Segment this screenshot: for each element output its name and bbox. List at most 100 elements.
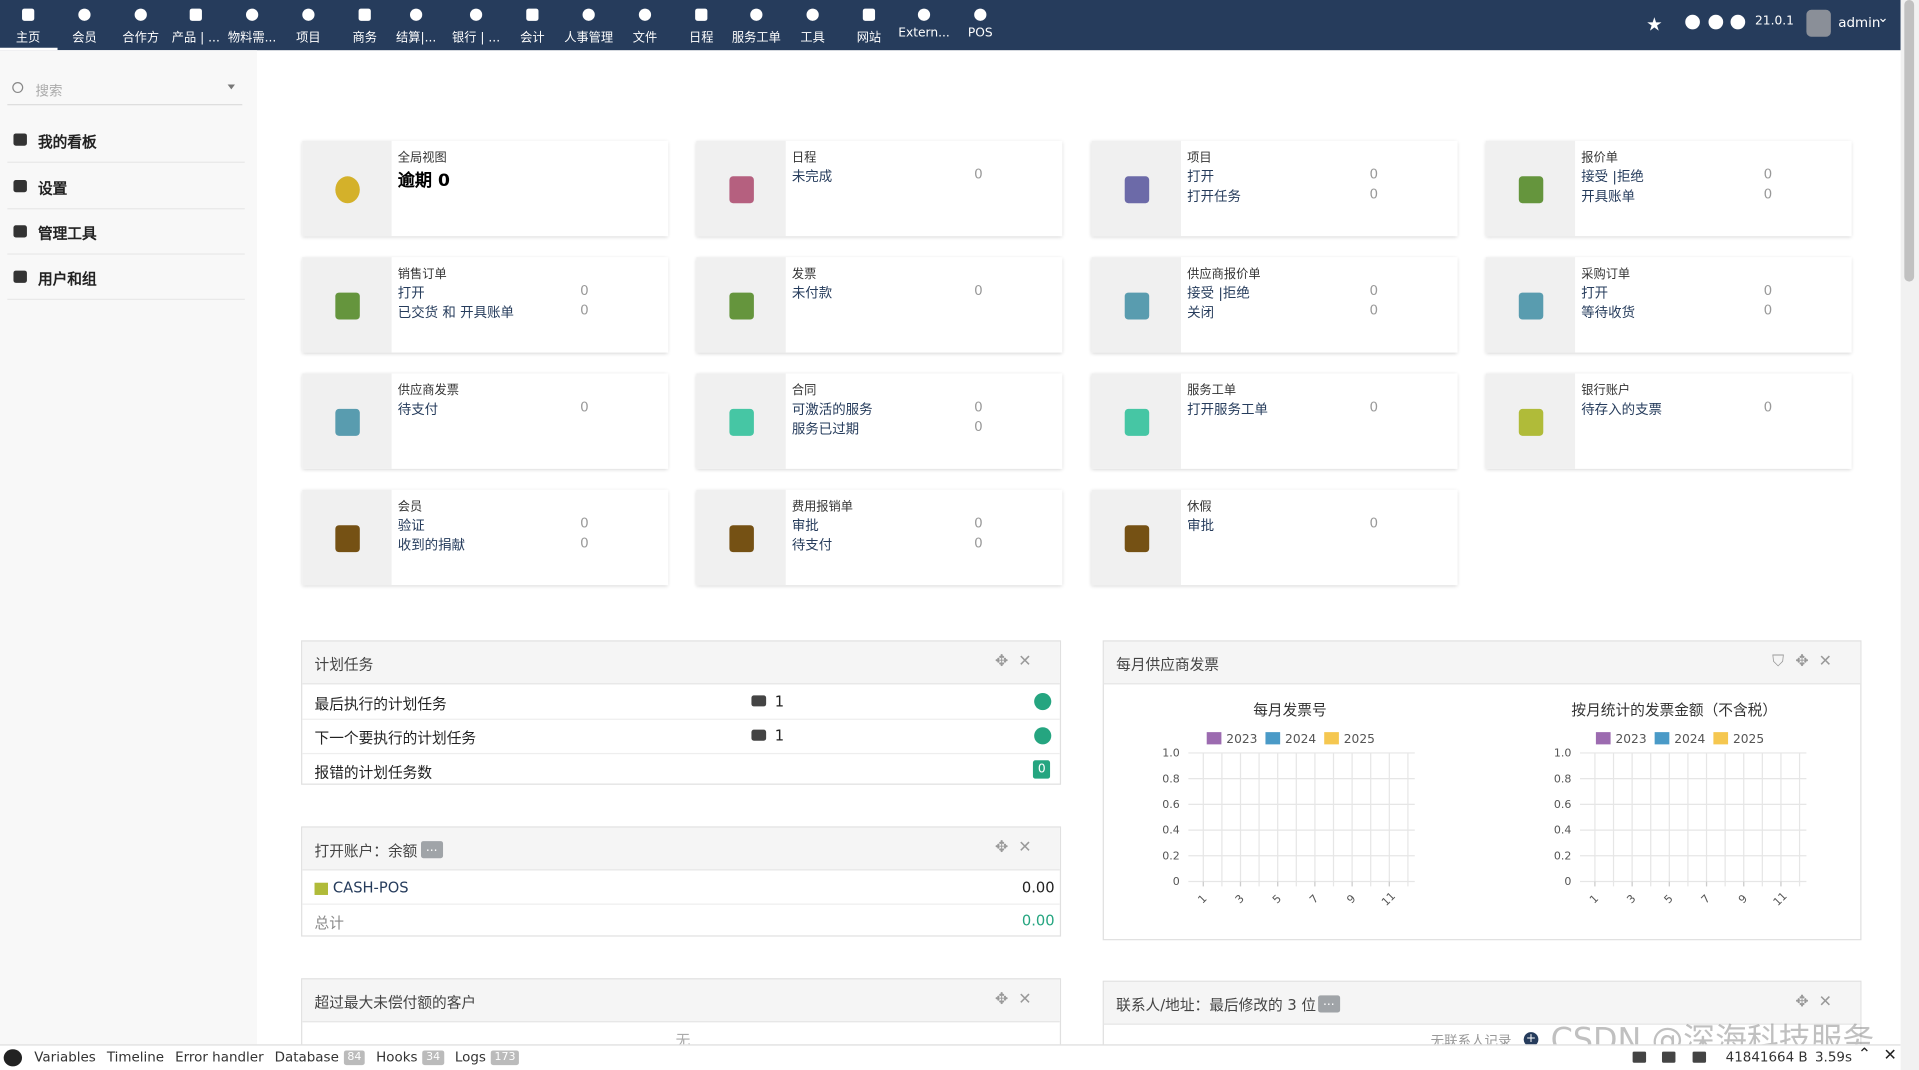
legend-label: 2023 — [1226, 732, 1257, 746]
widget-icon[interactable]: ✥ — [1795, 652, 1809, 671]
avatar — [1806, 9, 1831, 37]
stat-box[interactable]: 项目 打开 0 打开任务 0 — [1091, 140, 1458, 237]
box-line-label[interactable]: 打开 — [1187, 168, 1215, 185]
stat-box[interactable]: 发票 未付款 0 — [696, 257, 1063, 353]
widget-icon[interactable]: ✥ — [994, 990, 1009, 1009]
box-line-label[interactable]: 未付款 — [791, 285, 833, 302]
stat-box[interactable]: 银行账户 待存入的支票 0 — [1485, 373, 1852, 469]
box-line-label[interactable]: 待支付 — [791, 537, 833, 554]
widget-icon[interactable]: ✕ — [1018, 652, 1032, 671]
star-icon[interactable]: ★ — [1646, 13, 1663, 36]
debug-close[interactable]: ✕ — [1883, 1046, 1897, 1066]
widget-icon[interactable]: ⛉ — [1772, 652, 1785, 671]
menu-item[interactable]: 项目 — [279, 0, 338, 50]
box-line-label[interactable]: 打开 — [397, 285, 425, 302]
toolbar-icon[interactable] — [1730, 14, 1746, 30]
menu-item[interactable]: 物料需... — [223, 0, 282, 50]
menu-item[interactable]: 会员 — [55, 0, 114, 50]
sidebar-item[interactable]: 管理工具 — [37, 225, 97, 243]
account-label[interactable]: CASH-POS — [332, 879, 409, 897]
box-line-label[interactable]: 服务已过期 — [791, 421, 860, 438]
menu-icon — [22, 8, 35, 21]
box-line-label[interactable]: 打开任务 — [1187, 188, 1241, 205]
menu-label: 主页 — [15, 31, 41, 46]
menu-icon — [582, 8, 595, 21]
stat-box[interactable]: 合同 可激活的服务 0 服务已过期 0 — [696, 373, 1063, 469]
stat-box[interactable]: 全局视图 逾期 0 — [302, 140, 669, 237]
stat-box[interactable]: 供应商报价单 接受 |拒绝 0 关闭 0 — [1091, 257, 1458, 353]
box-line-label[interactable]: 待存入的支票 — [1581, 401, 1662, 418]
debug-item[interactable]: Error handler — [175, 1049, 264, 1066]
box-line-label[interactable]: 等待收货 — [1581, 304, 1636, 321]
box-line-label[interactable]: 待支付 — [397, 401, 439, 418]
widget-icon[interactable]: ✕ — [1018, 990, 1032, 1009]
box-line-label[interactable]: 验证 — [397, 517, 425, 534]
widget-icon[interactable]: ✥ — [1795, 992, 1809, 1012]
stat-box[interactable]: 采购订单 打开 0 等待收货 0 — [1485, 257, 1852, 353]
menu-item[interactable]: 网站 — [840, 0, 899, 50]
menu-item[interactable]: 产品 | ... — [166, 0, 225, 50]
debug-item[interactable]: Database — [274, 1049, 339, 1066]
menu-item[interactable]: 服务工单 — [727, 0, 786, 50]
user-name[interactable]: admin — [1838, 14, 1881, 31]
debug-item[interactable]: Hooks — [376, 1049, 418, 1066]
widget-icon[interactable]: ✕ — [1818, 652, 1832, 671]
stat-box[interactable]: 费用报销单 审批 0 待支付 0 — [696, 489, 1063, 586]
widget-icon[interactable]: ✥ — [994, 652, 1009, 671]
widget-icon[interactable]: ✕ — [1818, 992, 1832, 1012]
debug-item[interactable]: Timeline — [106, 1049, 165, 1066]
menu-item[interactable]: 工具 — [783, 0, 842, 50]
debug-toggle[interactable]: ⌃ — [1857, 1045, 1872, 1064]
stat-box[interactable]: 日程 未完成 0 — [696, 140, 1063, 237]
badge[interactable]: ... — [421, 841, 443, 859]
menu-item[interactable]: 商务 — [335, 0, 394, 50]
search-placeholder[interactable]: 搜索 — [35, 83, 63, 100]
debug-item[interactable]: Variables — [34, 1049, 96, 1066]
menu-item[interactable]: POS — [951, 0, 1010, 50]
stat-box[interactable]: 供应商发票 待支付 0 — [302, 373, 669, 469]
box-line-label[interactable]: 接受 |拒绝 — [1581, 168, 1644, 185]
box-icon — [1518, 408, 1544, 436]
menu-icon — [302, 8, 315, 21]
menu-item[interactable]: 人事管理 — [559, 0, 618, 50]
box-line-label[interactable]: 打开 — [1581, 285, 1609, 302]
box-line-label[interactable]: 可激活的服务 — [791, 401, 873, 418]
box-line-label[interactable]: 接受 |拒绝 — [1187, 285, 1250, 302]
widget-icon[interactable]: ✥ — [994, 838, 1009, 858]
menu-item[interactable]: 文件 — [616, 0, 675, 50]
scrollbar-thumb[interactable] — [1904, 0, 1915, 282]
box-line-label[interactable]: 收到的捐献 — [397, 537, 466, 554]
stat-box[interactable]: 休假 审批 0 — [1091, 489, 1458, 586]
stat-box[interactable]: 销售订单 打开 0 已交货 和 开具账单 0 — [302, 257, 669, 353]
box-line-label[interactable]: 开具账单 — [1581, 188, 1636, 205]
toolbar-icon[interactable] — [1708, 14, 1724, 30]
menu-label: POS — [967, 26, 993, 41]
box-line-label[interactable]: 审批 — [1187, 517, 1215, 534]
box-line-label[interactable]: 关闭 — [1187, 304, 1215, 321]
toolbar-icon[interactable] — [1685, 14, 1700, 30]
box-line-label[interactable]: 打开服务工单 — [1187, 401, 1268, 418]
widget-title: 打开账户：余额 — [314, 842, 418, 860]
widget-icon[interactable]: ✕ — [1018, 838, 1032, 858]
debug-item[interactable]: Logs — [454, 1049, 486, 1066]
sidebar-item[interactable]: 用户和组 — [37, 270, 97, 288]
sidebar-item[interactable]: 我的看板 — [37, 133, 97, 151]
stat-box[interactable]: 报价单 接受 |拒绝 0 开具账单 0 — [1485, 140, 1852, 237]
menu-item[interactable]: 会计 — [503, 0, 562, 50]
stat-box[interactable]: 会员 验证 0 收到的捐献 0 — [302, 489, 669, 586]
box-line-label[interactable]: 未完成 — [791, 168, 833, 185]
menu-item[interactable]: 日程 — [672, 0, 731, 50]
menu-item[interactable]: 银行 | ... — [447, 0, 506, 50]
badge[interactable]: ... — [1318, 995, 1340, 1013]
box-line-label[interactable]: 审批 — [791, 517, 819, 534]
add-icon[interactable]: + — [1523, 1032, 1539, 1047]
y-tick-label: 1.0 — [1162, 747, 1179, 760]
box-line-label[interactable]: 已交货 和 开具账单 — [397, 304, 515, 321]
menu-item[interactable]: 结算|... — [387, 0, 446, 50]
menu-item[interactable]: 合作方 — [111, 0, 170, 50]
menu-item[interactable]: Extern... — [895, 0, 954, 50]
user-caret: ⌄ — [1877, 9, 1889, 26]
menu-item[interactable]: 主页 — [0, 0, 58, 51]
stat-box[interactable]: 服务工单 打开服务工单 0 — [1091, 373, 1458, 469]
sidebar-item[interactable]: 设置 — [37, 179, 68, 198]
